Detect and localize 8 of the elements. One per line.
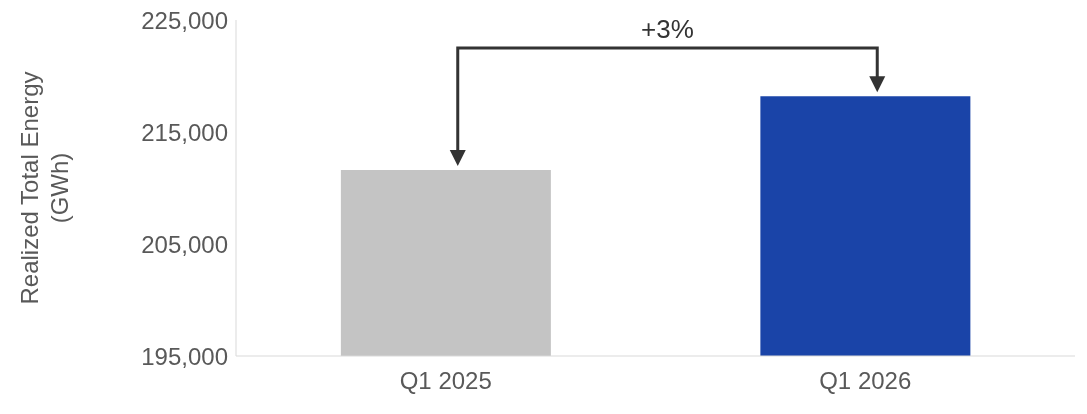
- annotation: +3%: [641, 14, 694, 44]
- y-tick-label: 215,000: [141, 118, 228, 146]
- y-tick-label: 205,000: [141, 230, 228, 258]
- y-axis-title: Realized Total Energy (GWh): [16, 71, 73, 305]
- y-tick-label: 225,000: [141, 6, 228, 34]
- x-tick-label: Q1 2025: [399, 367, 492, 395]
- y-tick-label: 195,000: [141, 342, 228, 370]
- x-tick-label: Q1 2026: [819, 367, 912, 395]
